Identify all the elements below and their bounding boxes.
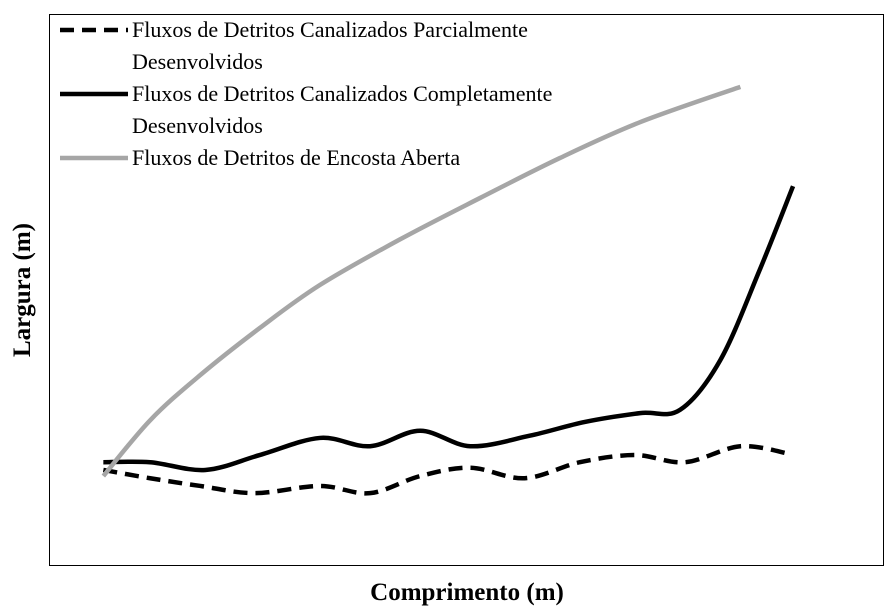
legend-swatch xyxy=(60,27,128,33)
legend: Fluxos de Detritos Canalizados Parcialme… xyxy=(58,14,652,174)
plot-frame xyxy=(49,14,884,566)
legend-entry: Fluxos de Detritos Canalizados Completam… xyxy=(58,78,652,142)
legend-entry: Fluxos de Detritos Canalizados Parcialme… xyxy=(58,14,652,78)
legend-entry: Fluxos de Detritos de Encosta Aberta xyxy=(58,142,652,174)
legend-swatch xyxy=(60,155,128,161)
y-axis-label: Largura (m) xyxy=(9,223,36,357)
series-line xyxy=(101,84,742,478)
legend-label: Fluxos de Detritos Canalizados Completam… xyxy=(132,81,553,138)
series-line xyxy=(103,185,796,473)
legend-label: Fluxos de Detritos de Encosta Aberta xyxy=(132,145,461,170)
legend-label: Fluxos de Detritos Canalizados Parcialme… xyxy=(132,17,528,74)
x-axis-label: Comprimento (m) xyxy=(370,579,564,606)
legend-swatch xyxy=(60,91,128,97)
